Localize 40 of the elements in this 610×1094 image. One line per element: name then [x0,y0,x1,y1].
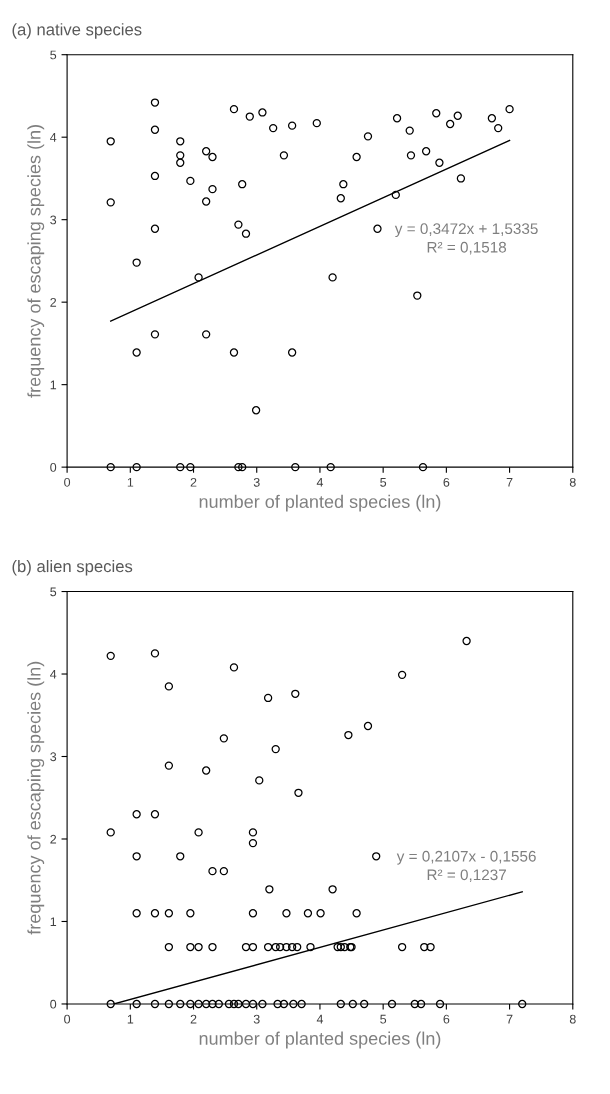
y-tick-label: 5 [50,50,57,60]
x-tick-label: 7 [506,1014,513,1024]
y-tick-label: 1 [50,380,57,390]
x-axis-title: number of planted species (ln) [199,1031,441,1049]
y-tick-label: 3 [50,752,57,762]
x-tick-label: 6 [443,477,450,487]
chart-title: (b) alien species [12,560,133,576]
x-tick-label: 3 [253,1014,260,1024]
x-tick-label: 0 [64,1014,71,1024]
x-tick-label: 4 [316,1014,324,1024]
y-tick-label: 4 [50,669,57,679]
x-axis-title: number of planted species (ln) [199,494,441,512]
x-tick-label: 4 [316,478,324,487]
x-tick-label: 1 [127,1014,134,1024]
y-tick-label: 0 [50,999,57,1009]
chart-title: (a) native species [12,23,142,39]
x-tick-label: 5 [380,1014,387,1024]
y-axis-title: frequency of escaping species (ln) [27,661,45,935]
annotation: R² = 0,1237 [427,869,506,883]
y-tick-label: 0 [50,462,57,472]
x-tick-label: 3 [253,477,260,487]
annotation: R² = 0,1518 [427,241,507,255]
x-tick-label: 2 [190,477,197,487]
x-tick-label: 2 [190,1014,197,1024]
y-tick-label: 1 [50,917,57,927]
y-tick-label: 5 [50,587,57,597]
y-axis-title: frequency of escaping species (ln) [27,125,45,398]
y-tick-label: 2 [50,297,57,307]
y-tick-label: 3 [50,215,57,225]
x-tick-label: 1 [127,478,134,487]
annotation: y = 0,2107x - 0,1556 [396,850,536,865]
x-tick-label: 6 [443,1014,450,1024]
x-tick-label: 7 [506,478,513,487]
x-tick-label: 8 [569,477,576,487]
x-tick-label: 0 [64,477,71,487]
x-tick-label: 8 [569,1014,576,1024]
x-tick-label: 5 [380,478,387,487]
annotation: y = 0,3472x + 1,5335 [394,223,538,238]
y-tick-label: 4 [50,133,57,142]
y-tick-label: 2 [50,834,57,844]
